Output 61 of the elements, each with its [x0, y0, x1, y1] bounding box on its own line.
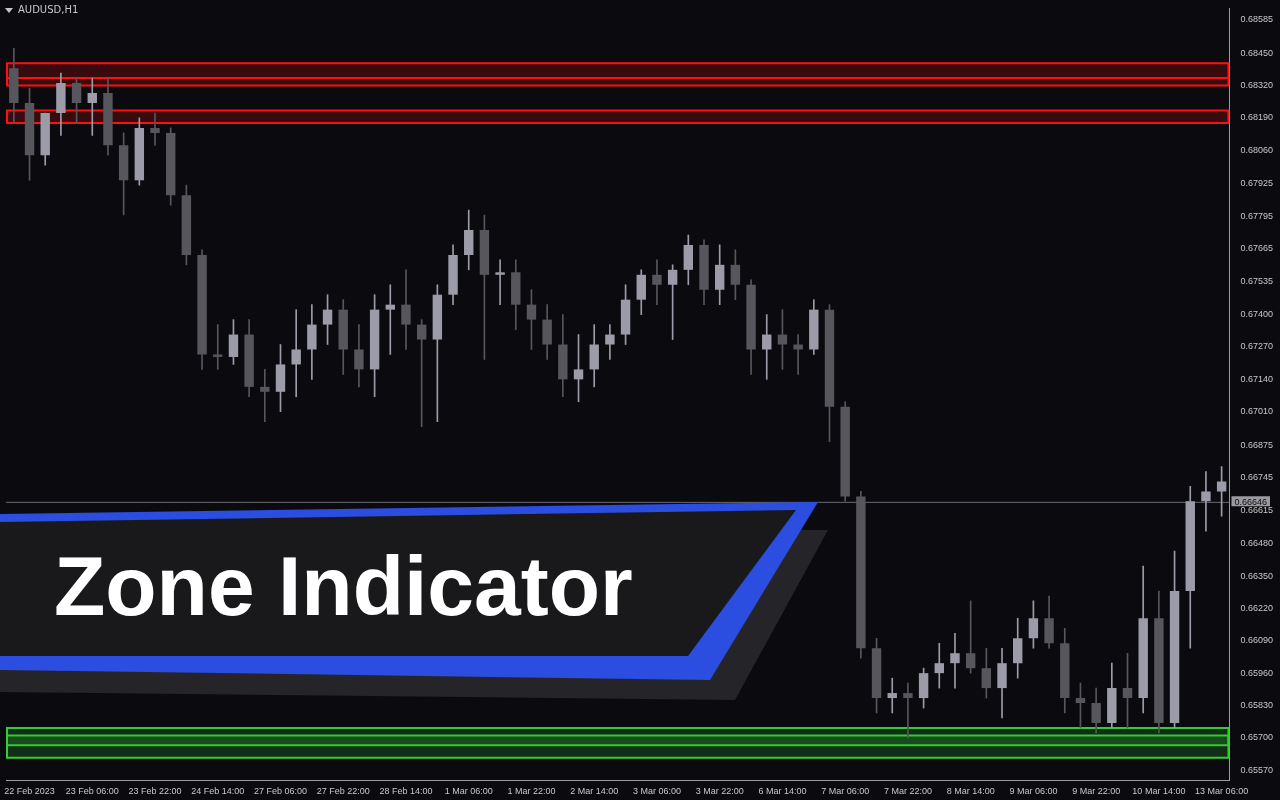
x-tick-label: 23 Feb 22:00 [128, 786, 182, 797]
y-tick-label: 0.66745 [1240, 472, 1274, 483]
candlestick [934, 642, 944, 689]
x-tick-label: 1 Mar 06:00 [444, 786, 493, 797]
annotation: Zone Indicator [54, 538, 633, 635]
y-tick-label: 0.67270 [1240, 341, 1274, 352]
x-tick-label: 3 Mar 06:00 [632, 786, 681, 797]
ref-line-label: 0.66646 [1234, 496, 1268, 507]
y-tick-label: 0.68060 [1240, 144, 1274, 155]
candlestick [903, 682, 913, 739]
x-tick-label: 10 Mar 14:00 [1132, 786, 1186, 797]
y-tick-label: 0.65570 [1240, 764, 1274, 775]
x-tick-label: 27 Feb 22:00 [316, 786, 370, 797]
candlestick [150, 112, 160, 146]
candlestick [401, 269, 411, 350]
y-tick-label: 0.67925 [1240, 178, 1274, 189]
y-tick-label: 0.67400 [1240, 309, 1274, 320]
candlestick [87, 77, 97, 136]
y-tick-label: 0.66090 [1240, 635, 1274, 646]
x-tick-label: 27 Feb 06:00 [253, 786, 308, 797]
y-tick-label: 0.68320 [1240, 80, 1274, 91]
x-tick-label: 9 Mar 06:00 [1009, 786, 1058, 797]
x-tick-label: 1 Mar 22:00 [507, 786, 556, 797]
x-tick-label: 23 Feb 06:00 [65, 786, 119, 797]
candlestick [260, 369, 270, 423]
x-tick-label: 24 Feb 14:00 [191, 786, 245, 797]
candlestick [950, 632, 960, 689]
x-tick-label: 9 Mar 22:00 [1072, 786, 1121, 797]
y-tick-label: 0.66480 [1240, 538, 1274, 549]
y-tick-label: 0.66875 [1240, 439, 1274, 450]
candlestick [887, 677, 897, 714]
candlestick [495, 259, 505, 305]
y-tick-label: 0.67535 [1240, 275, 1274, 286]
y-tick-label: 0.68585 [1240, 14, 1274, 25]
candlestick [291, 309, 301, 398]
y-tick-label: 0.67010 [1240, 406, 1274, 417]
x-tick-label: 3 Mar 22:00 [695, 786, 744, 797]
x-tick-label: 2 Mar 14:00 [570, 786, 619, 797]
y-tick-label: 0.66220 [1240, 602, 1274, 613]
y-tick-label: 0.67140 [1240, 373, 1274, 384]
x-tick-label: 13 Mar 06:00 [1195, 786, 1249, 797]
chart-title: AUDUSD,H1 [18, 4, 79, 15]
y-tick-label: 0.65960 [1240, 667, 1274, 678]
y-tick-label: 0.68190 [1240, 112, 1274, 123]
x-tick-label: 7 Mar 06:00 [821, 786, 870, 797]
y-tick-label: 0.67795 [1240, 210, 1274, 221]
y-tick-label: 0.65700 [1240, 732, 1274, 743]
y-tick-label: 0.66350 [1240, 570, 1274, 581]
x-tick-label: 7 Mar 22:00 [883, 786, 932, 797]
candlestick [1201, 471, 1211, 532]
y-tick-label: 0.66615 [1240, 504, 1274, 515]
candlestick [385, 284, 395, 355]
x-tick-label: 22 Feb 2023 [4, 786, 55, 797]
x-tick-label: 8 Mar 14:00 [946, 786, 995, 797]
y-tick-label: 0.68450 [1240, 47, 1274, 58]
candlestick [652, 259, 662, 305]
x-tick-label: 28 Feb 14:00 [379, 786, 433, 797]
y-tick-label: 0.65830 [1240, 699, 1274, 710]
y-tick-label: 0.67665 [1240, 243, 1274, 254]
candlestick [213, 324, 223, 370]
x-tick-label: 6 Mar 14:00 [758, 786, 807, 797]
